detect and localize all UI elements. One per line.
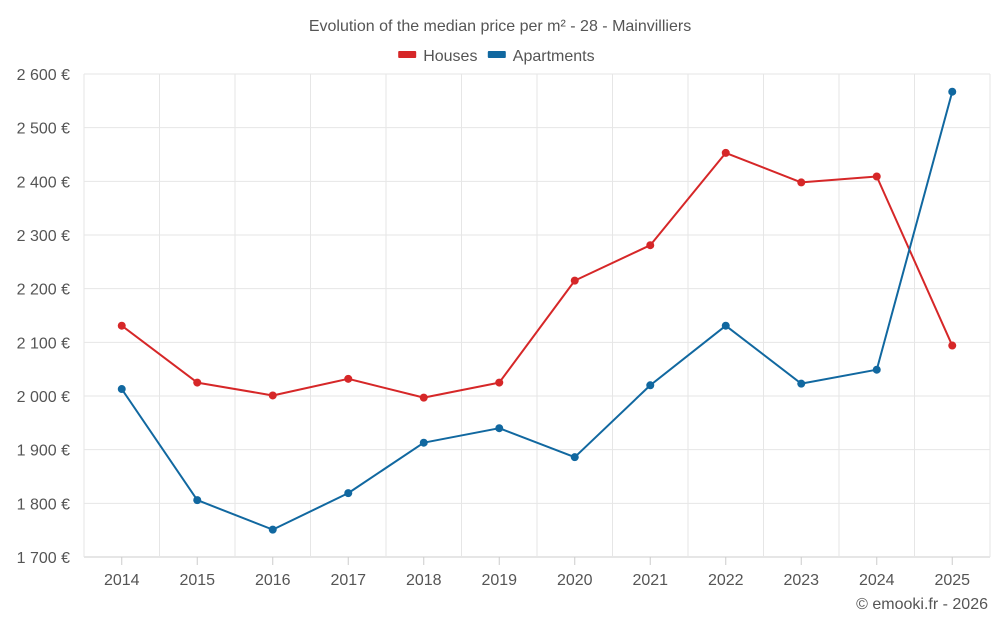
- series-line-apartments: [120, 91, 954, 531]
- data-point-apartments[interactable]: [721, 321, 730, 330]
- legend-swatch-apartments: [487, 51, 506, 58]
- y-tick-label: 2 200 €: [17, 282, 70, 299]
- data-point-houses[interactable]: [646, 241, 655, 250]
- data-point-houses[interactable]: [872, 172, 881, 181]
- x-tick-label: 2019: [481, 572, 517, 589]
- legend-label-houses[interactable]: Houses: [423, 48, 477, 65]
- x-tick-label: 2021: [632, 572, 668, 589]
- data-point-apartments[interactable]: [495, 424, 504, 433]
- x-tick-label: 2016: [255, 572, 291, 589]
- x-tick-label: 2025: [934, 572, 970, 589]
- y-tick-label: 1 800 €: [17, 496, 70, 513]
- y-tick-label: 2 300 €: [17, 228, 70, 245]
- data-point-apartments[interactable]: [117, 385, 126, 394]
- data-point-houses[interactable]: [570, 276, 579, 285]
- data-point-houses[interactable]: [193, 378, 202, 387]
- data-point-apartments[interactable]: [797, 379, 806, 388]
- legend-swatch-houses: [398, 51, 417, 58]
- x-tick-label: 2015: [179, 572, 215, 589]
- data-point-apartments[interactable]: [268, 525, 277, 534]
- series: [117, 87, 957, 534]
- y-tick-label: 1 900 €: [17, 443, 70, 460]
- x-tick-label: 2020: [557, 572, 593, 589]
- series-line-houses: [121, 151, 954, 399]
- y-tick-label: 2 400 €: [17, 174, 70, 191]
- x-tick-label: 2017: [330, 572, 366, 589]
- chart-title: Evolution of the median price per m² - 2…: [309, 18, 691, 35]
- y-tick-label: 2 500 €: [17, 121, 70, 138]
- y-tick-label: 1 700 €: [17, 550, 70, 567]
- data-point-houses[interactable]: [268, 391, 277, 400]
- legend-label-apartments[interactable]: Apartments: [513, 48, 595, 65]
- data-point-houses[interactable]: [419, 393, 428, 402]
- x-tick-label: 2023: [783, 572, 819, 589]
- data-point-apartments[interactable]: [344, 489, 353, 498]
- data-point-apartments[interactable]: [872, 365, 881, 374]
- data-point-apartments[interactable]: [419, 438, 428, 447]
- data-point-houses[interactable]: [495, 378, 504, 387]
- y-tick-label: 2 000 €: [17, 389, 70, 406]
- x-tick-label: 2014: [104, 572, 140, 589]
- data-point-houses[interactable]: [948, 341, 957, 350]
- credit-text: © emooki.fr - 2026: [856, 596, 988, 613]
- data-point-houses[interactable]: [117, 321, 126, 330]
- y-tick-label: 2 100 €: [17, 335, 70, 352]
- data-point-apartments[interactable]: [948, 87, 957, 96]
- data-point-apartments[interactable]: [570, 453, 579, 462]
- grid: [83, 73, 991, 558]
- data-point-houses[interactable]: [797, 178, 806, 187]
- x-tick-label: 2022: [708, 572, 744, 589]
- x-tick-label: 2024: [859, 572, 895, 589]
- y-axis-ticks: 1 700 € 1 800 € 1 900 € 2 000 € 2 100 € 2 200…: [17, 67, 70, 567]
- data-point-houses[interactable]: [344, 374, 353, 383]
- data-point-apartments[interactable]: [646, 381, 655, 390]
- data-point-houses[interactable]: [721, 148, 730, 157]
- y-tick-label: 2 600 €: [17, 67, 70, 84]
- x-axis-ticks: 2014 2015 2016 2017 2018 2019 2020 2021 2022 2023…: [104, 557, 970, 589]
- x-tick-label: 2018: [406, 572, 442, 589]
- data-point-apartments[interactable]: [193, 496, 202, 505]
- legend: Houses Apartments: [398, 48, 595, 65]
